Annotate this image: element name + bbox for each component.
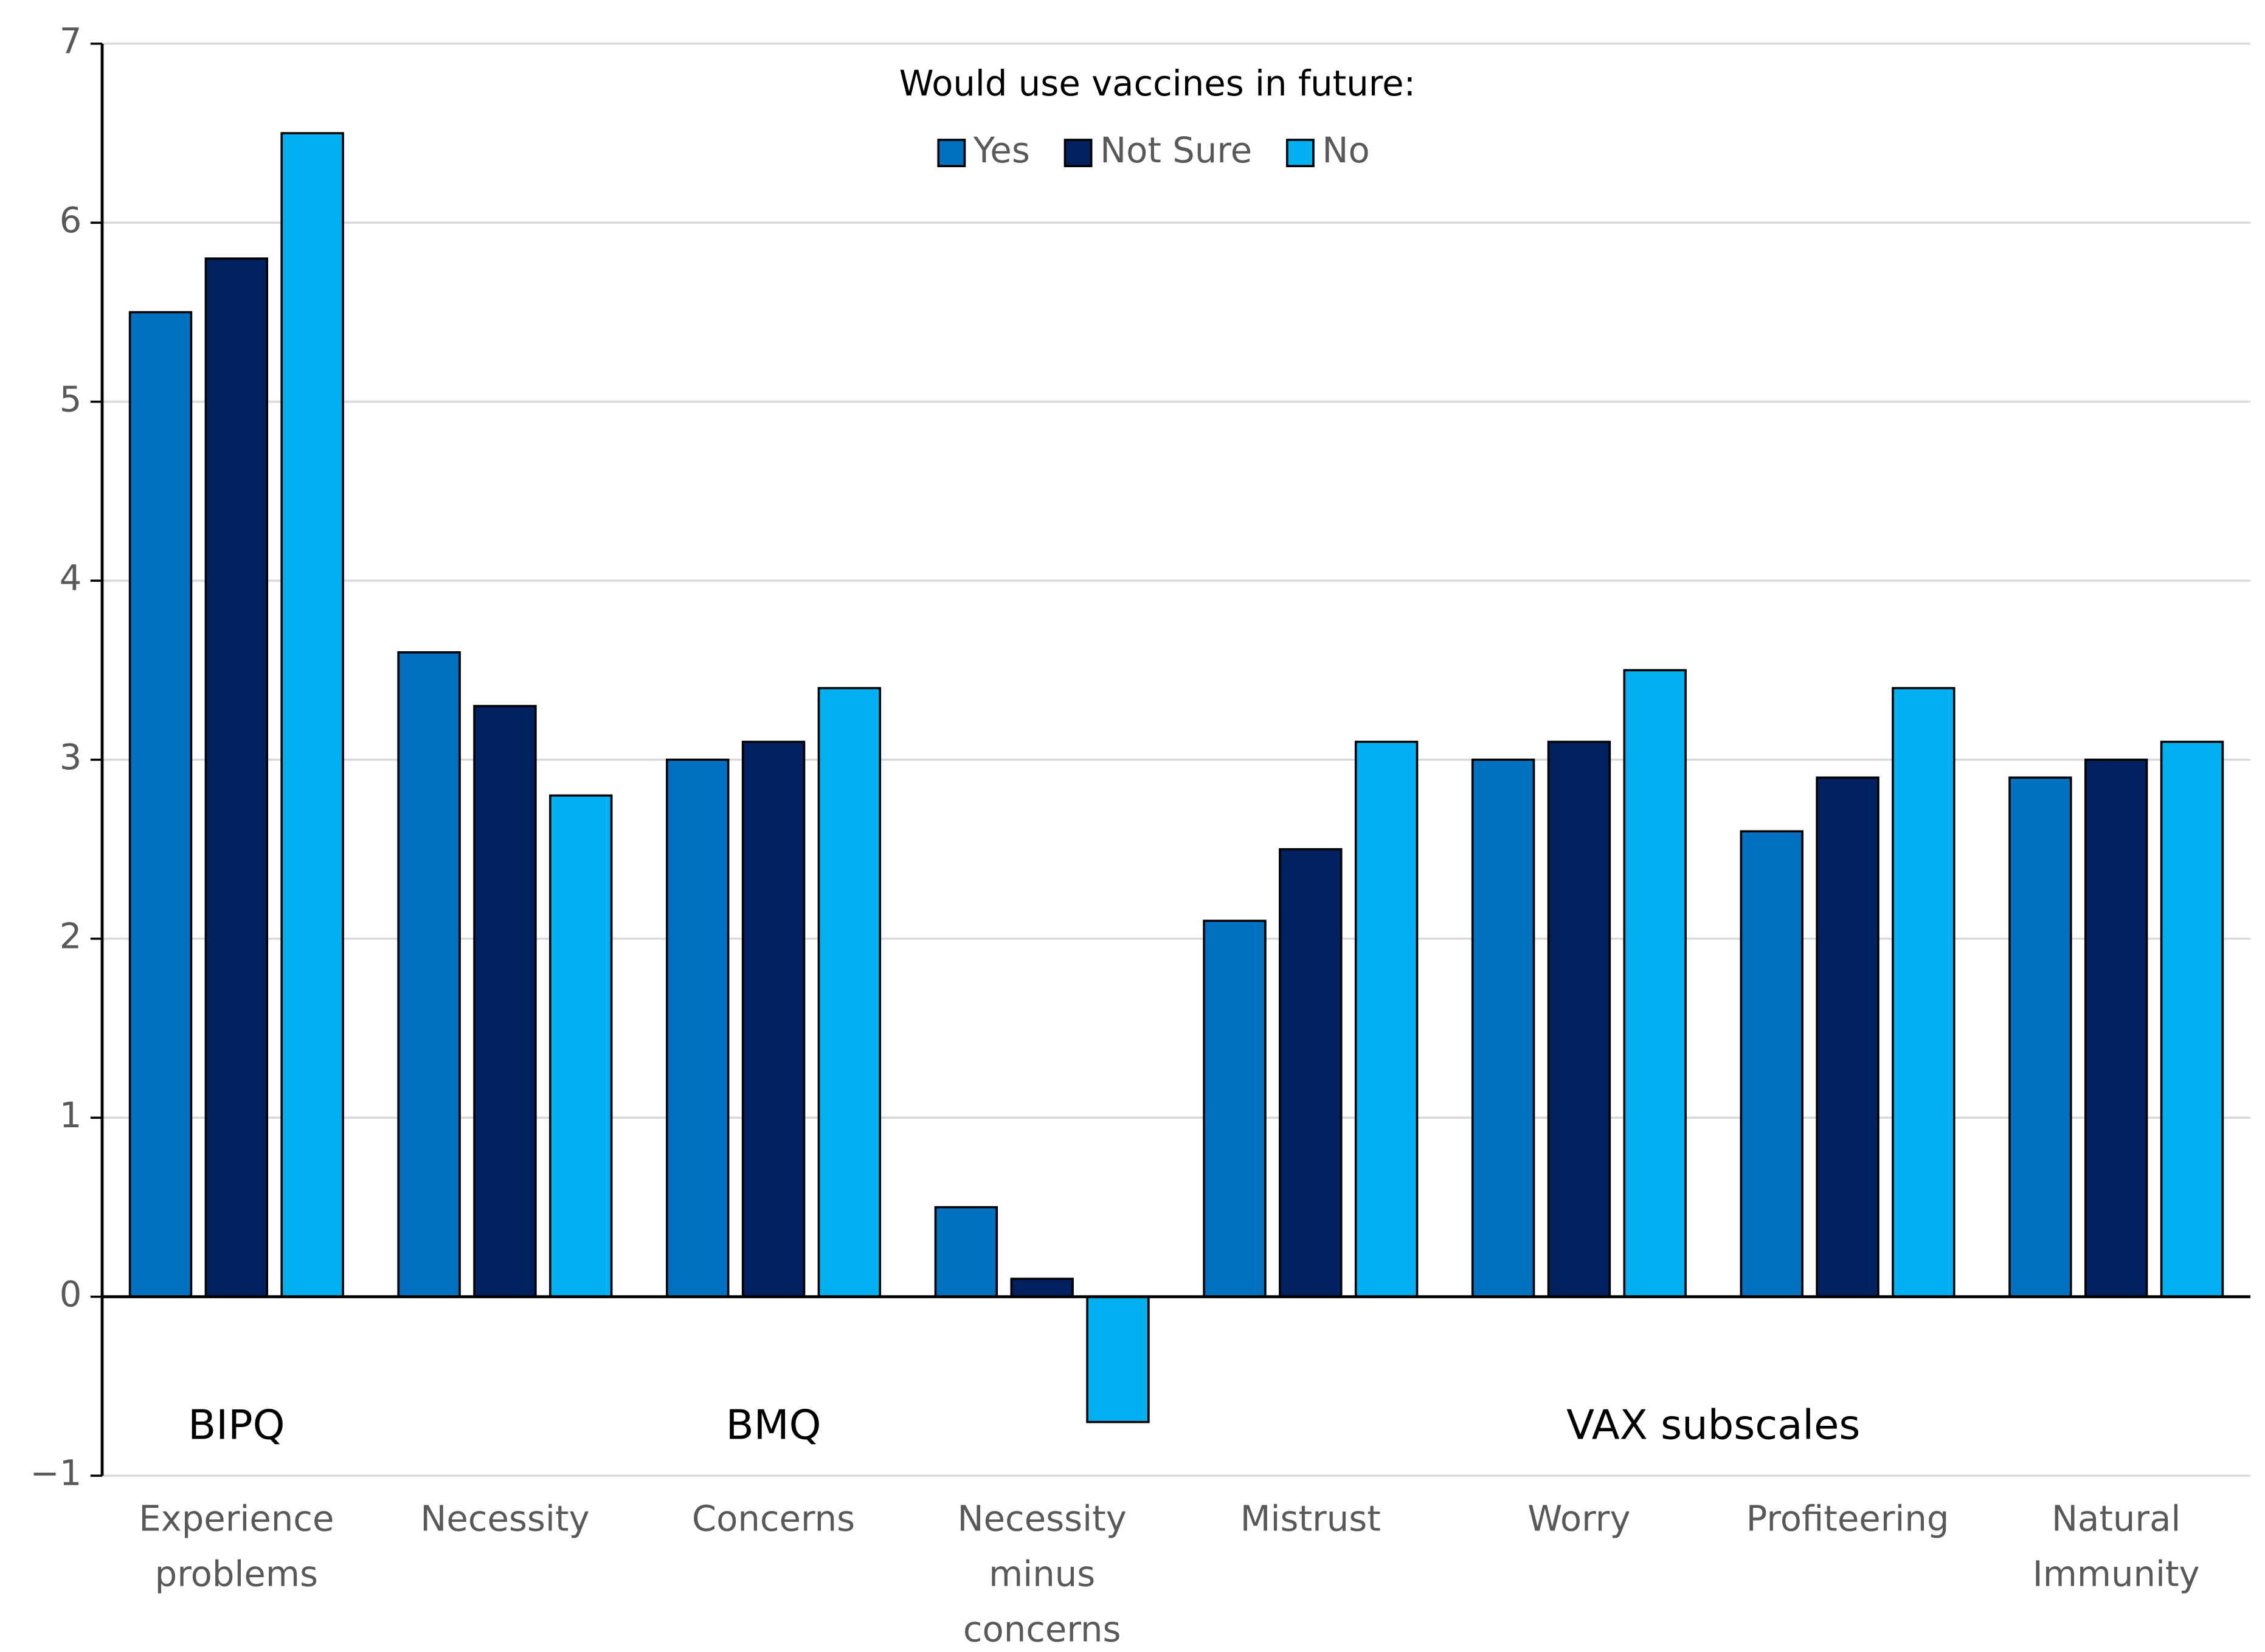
bar [741, 741, 806, 1298]
x-tick-label: Necessity minus concerns [958, 1498, 1127, 1650]
y-tick-label: 2 [60, 916, 82, 957]
bar [1892, 686, 1956, 1298]
bar [280, 132, 344, 1298]
bar [817, 686, 882, 1298]
y-tick-label: 1 [60, 1095, 82, 1136]
x-tick-label: Worry [1527, 1498, 1630, 1539]
bar [2160, 741, 2224, 1298]
bar [1354, 741, 1419, 1298]
legend-label: No [1322, 130, 1369, 171]
bar [128, 311, 193, 1298]
legend-label: Yes [973, 130, 1030, 171]
x-tick-label: Experience problems [139, 1498, 334, 1594]
bar [397, 651, 461, 1298]
x-tick-label: Natural Immunity [2033, 1498, 2200, 1594]
bar [934, 1206, 998, 1298]
y-tick-label: 7 [60, 21, 82, 62]
y-tick-label: 3 [60, 737, 82, 778]
y-tick-label: 0 [60, 1274, 82, 1315]
bar [1740, 830, 1803, 1298]
bar [666, 758, 730, 1298]
group-label: BIPQ [188, 1401, 285, 1449]
bar [2084, 758, 2148, 1298]
x-tick-label: Profiteering [1746, 1498, 1949, 1539]
x-tick-label: Mistrust [1240, 1498, 1381, 1539]
legend-title: Would use vaccines in future: [899, 63, 1416, 104]
bar [1279, 848, 1343, 1298]
group-label: BMQ [726, 1401, 821, 1449]
y-tick-label: −1 [30, 1453, 81, 1494]
bar [1010, 1277, 1074, 1298]
legend-label: Not Sure [1100, 130, 1252, 171]
bar [1203, 919, 1267, 1298]
legend-swatch [1286, 139, 1315, 167]
bar [1547, 741, 1611, 1298]
bar [1086, 1295, 1150, 1423]
bar [549, 794, 613, 1298]
y-tick-label: 4 [60, 558, 82, 599]
x-tick-label: Necessity [420, 1498, 589, 1539]
bar [473, 705, 537, 1298]
legend-swatch [1063, 139, 1093, 167]
bar [1816, 776, 1879, 1298]
bar [1471, 758, 1535, 1298]
y-tick-label: 5 [60, 379, 82, 420]
x-tick-label: Concerns [692, 1498, 855, 1539]
group-label: VAX subscales [1566, 1401, 1860, 1449]
bar [1623, 669, 1687, 1298]
bar [204, 257, 269, 1298]
y-tick-label: 6 [60, 200, 82, 241]
legend-swatch [937, 139, 966, 167]
bar [2008, 776, 2072, 1298]
